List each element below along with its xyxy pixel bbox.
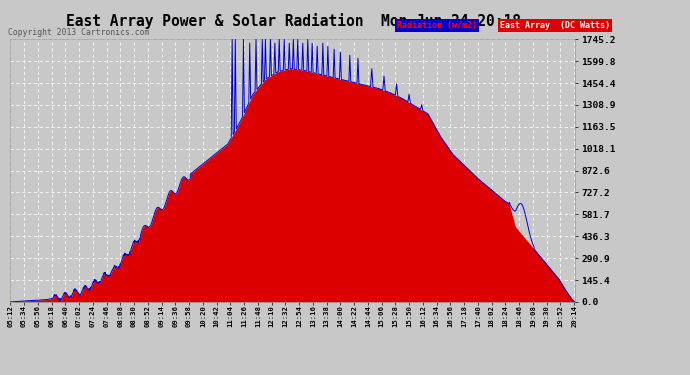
Text: Radiation (w/m2): Radiation (w/m2) (397, 21, 477, 30)
Text: Copyright 2013 Cartronics.com: Copyright 2013 Cartronics.com (8, 28, 150, 37)
Text: East Array Power & Solar Radiation  Mon Jun 24 20:18: East Array Power & Solar Radiation Mon J… (66, 13, 521, 29)
Text: East Array  (DC Watts): East Array (DC Watts) (500, 21, 610, 30)
